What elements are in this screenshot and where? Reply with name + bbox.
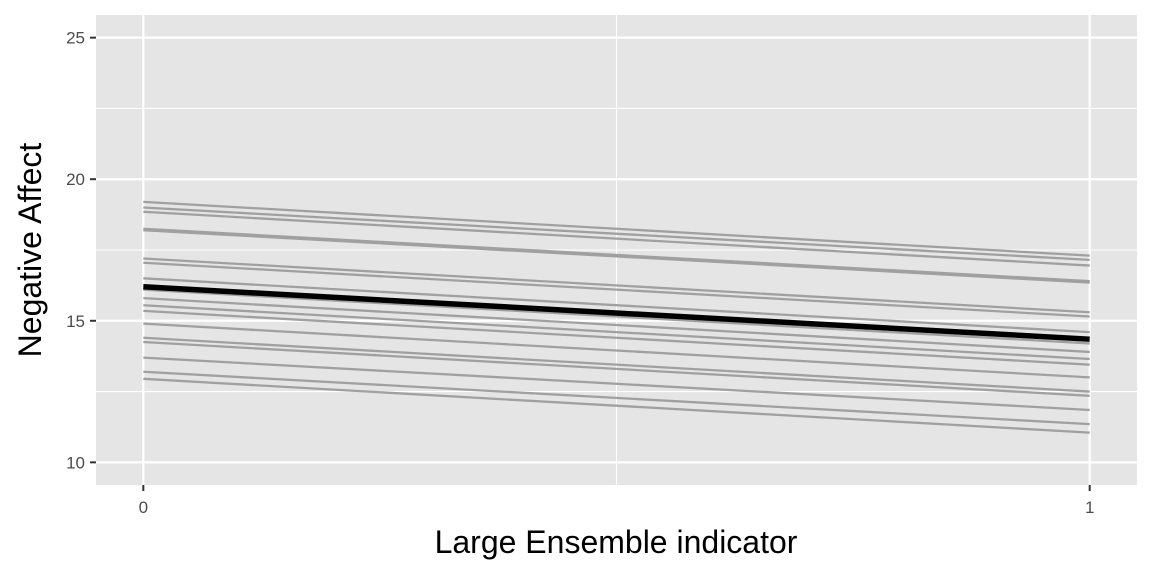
y-tick-label: 10 <box>66 453 85 472</box>
y-tick-label: 25 <box>66 29 85 48</box>
y-axis: 10 15 20 25 <box>66 29 96 472</box>
x-axis-title: Large Ensemble indicator <box>435 524 798 560</box>
grid-lines <box>96 15 1137 485</box>
group-line <box>143 288 1090 345</box>
group-line <box>143 206 1090 262</box>
y-axis-title: Negative Affect <box>12 143 48 358</box>
group-line <box>143 200 1090 257</box>
x-tick-label: 1 <box>1085 498 1094 517</box>
group-line <box>143 257 1090 314</box>
group-line <box>143 309 1090 366</box>
group-line <box>143 340 1090 397</box>
series-lines <box>143 200 1090 434</box>
group-line <box>143 261 1090 318</box>
group-line <box>143 227 1090 283</box>
group-line <box>143 296 1090 354</box>
group-line <box>143 304 1090 361</box>
mean-line <box>143 284 1090 342</box>
group-line <box>143 210 1090 267</box>
group-line <box>143 229 1090 284</box>
y-tick-label: 15 <box>66 312 85 331</box>
group-line <box>143 336 1090 393</box>
group-line <box>143 277 1090 334</box>
y-tick-label: 20 <box>66 170 85 189</box>
x-tick-label: 0 <box>139 498 148 517</box>
group-line <box>143 322 1090 379</box>
group-line <box>143 370 1090 426</box>
group-line <box>143 377 1090 434</box>
group-line <box>143 356 1090 412</box>
